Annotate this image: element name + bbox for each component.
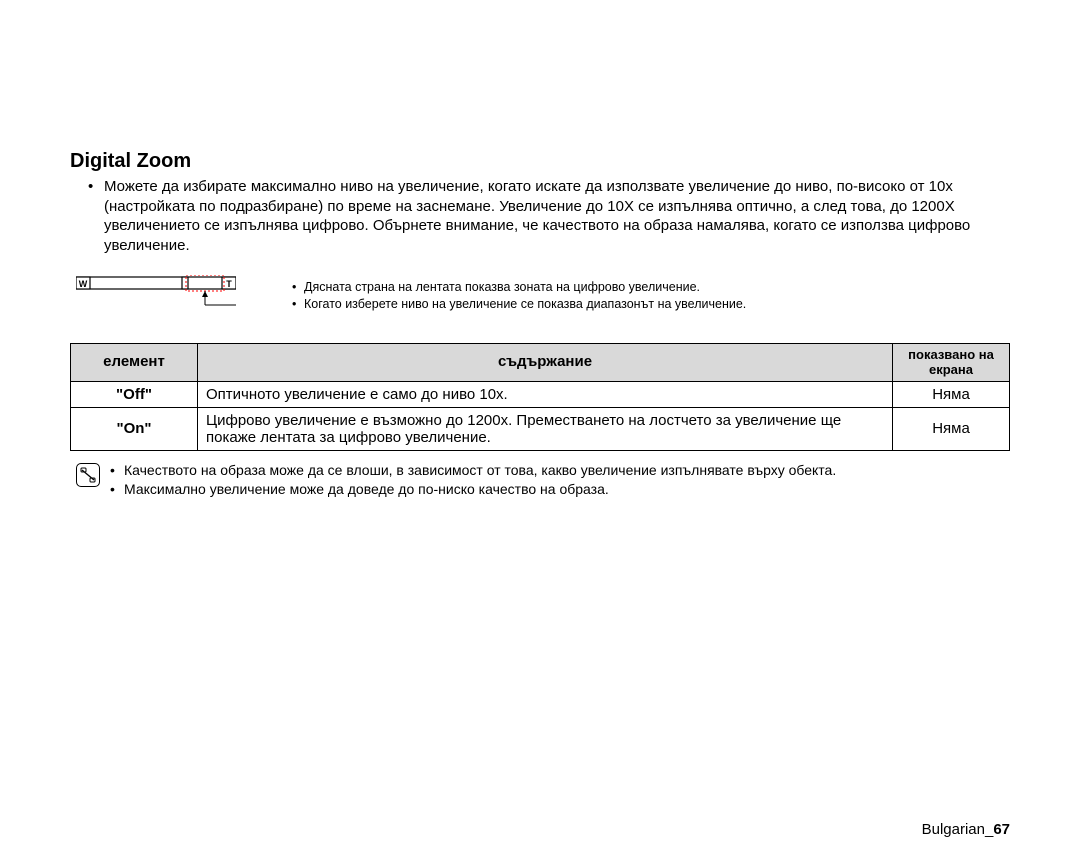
note-box: Качеството на образа може да се влоши, в… bbox=[70, 461, 1010, 499]
zoom-bar-note: Когато изберете ниво на увеличение се по… bbox=[292, 296, 746, 313]
cell-display: Няма bbox=[893, 381, 1010, 407]
settings-table: елемент съдържание показвано на екрана "… bbox=[70, 343, 1010, 451]
footer-lang: Bulgarian_ bbox=[922, 821, 994, 838]
table-row: "On" Цифрово увеличение е възможно до 12… bbox=[71, 407, 1010, 450]
zoom-bar-note: Дясната страна на лентата показва зоната… bbox=[292, 279, 746, 296]
col-content: съдържание bbox=[198, 344, 893, 382]
col-display: показвано на екрана bbox=[893, 344, 1010, 382]
zoom-bar-t-label: T bbox=[226, 279, 232, 289]
note-item: Качеството на образа може да се влоши, в… bbox=[110, 461, 836, 480]
cell-item: "On" bbox=[71, 407, 198, 450]
section-heading: Digital Zoom bbox=[70, 150, 1010, 173]
intro-text: Можете да избирате максимално ниво на ув… bbox=[104, 177, 1010, 255]
note-icon bbox=[76, 463, 100, 487]
table-header-row: елемент съдържание показвано на екрана bbox=[71, 344, 1010, 382]
page: Digital Zoom Можете да избирате максимал… bbox=[0, 0, 1080, 868]
zoom-bar-notes: Дясната страна на лентата показва зоната… bbox=[292, 279, 746, 313]
page-footer: Bulgarian_67 bbox=[922, 821, 1010, 838]
cell-display: Няма bbox=[893, 407, 1010, 450]
cell-content: Оптичното увеличение е само до ниво 10x. bbox=[198, 381, 893, 407]
note-list: Качеството на образа може да се влоши, в… bbox=[110, 461, 836, 499]
note-item: Максимално увеличение може да доведе до … bbox=[110, 480, 836, 499]
table-row: "Off" Оптичното увеличение е само до нив… bbox=[71, 381, 1010, 407]
intro-list: Можете да избирате максимално ниво на ув… bbox=[70, 177, 1010, 255]
zoom-bar-diagram: W T bbox=[76, 275, 236, 317]
cell-item: "Off" bbox=[71, 381, 198, 407]
cell-content: Цифрово увеличение е възможно до 1200x. … bbox=[198, 407, 893, 450]
col-item: елемент bbox=[71, 344, 198, 382]
zoom-bar-w-label: W bbox=[79, 279, 88, 289]
zoom-bar-row: W T Дясната страна на лентата показва зо… bbox=[70, 273, 1010, 325]
footer-page: 67 bbox=[993, 821, 1010, 838]
